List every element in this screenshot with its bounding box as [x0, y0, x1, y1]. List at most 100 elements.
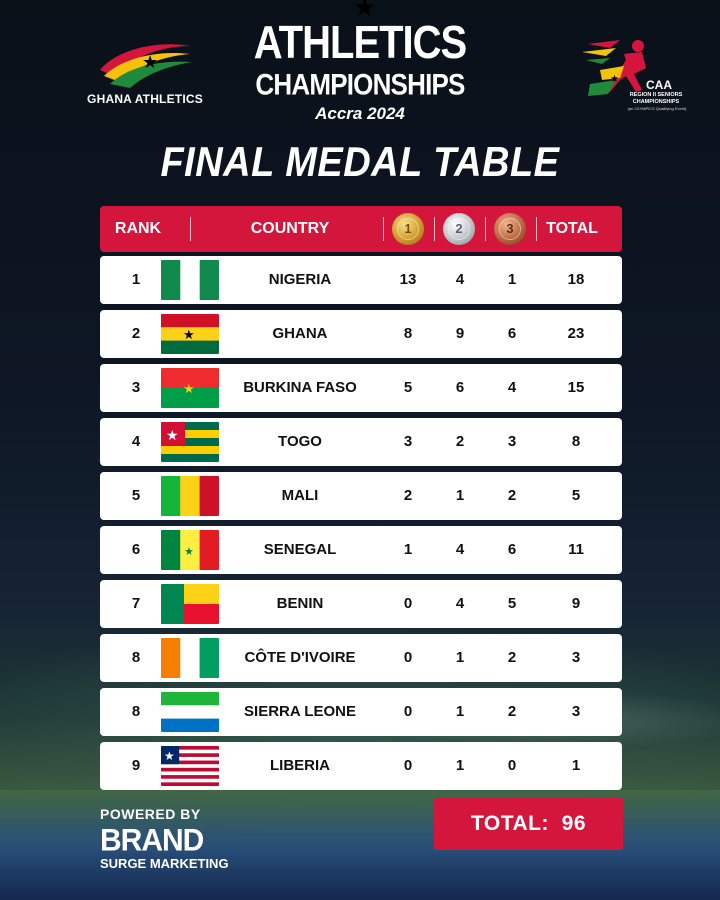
- silver-cell: 1: [455, 757, 465, 774]
- total-cell: 23: [567, 325, 585, 342]
- header-divider: [383, 217, 384, 241]
- gold-cell: 13: [399, 271, 417, 288]
- grand-total-label: TOTAL:: [470, 812, 549, 835]
- svg-text:★: ★: [183, 382, 195, 397]
- silver-cell: 4: [455, 595, 465, 612]
- rank-cell: 7: [131, 595, 141, 612]
- silver-cell: 1: [455, 649, 465, 666]
- header-rank: RANK: [114, 220, 162, 237]
- total-cell: 11: [568, 541, 584, 558]
- table-row: 8 CÔTE D'IVOIRE 0 1 2 3: [100, 634, 622, 682]
- table-row: 5 MALI 2 1 2 5: [100, 472, 622, 520]
- header-country: COUNTRY: [250, 220, 330, 237]
- brand-subtitle: SURGE MARKETING: [100, 856, 229, 871]
- grand-total-value: 96: [561, 812, 587, 835]
- total-cell: 15: [567, 379, 585, 396]
- table-row: 3 ★ BURKINA FASO 5 6 4 15: [100, 364, 622, 412]
- svg-text:★: ★: [166, 428, 179, 444]
- table-row: 2 ★ GHANA 8 9 6 23: [100, 310, 622, 358]
- grand-total-box: TOTAL: 96: [434, 798, 623, 850]
- rank-cell: 8: [131, 703, 141, 720]
- bronze-cell: 2: [507, 703, 517, 720]
- caa-logo: ★ CAA REGION II SENIORS CHAMPIONSHIPS (a…: [580, 34, 690, 114]
- total-cell: 8: [571, 433, 581, 450]
- gold-cell: 3: [403, 433, 413, 450]
- caa-line3: (an OLYMPICS Qualifying Event): [627, 106, 687, 111]
- header-divider: [536, 217, 537, 241]
- sierra-leone-flag-icon: [161, 692, 219, 732]
- brand-logo-text: BRAND: [100, 823, 204, 858]
- table-row: 9 ★ LIBERIA 0 1 0 1: [100, 742, 622, 790]
- bronze-cell: 4: [507, 379, 517, 396]
- total-cell: 1: [571, 757, 581, 774]
- bronze-cell: 0: [507, 757, 517, 774]
- country-cell: MALI: [281, 487, 319, 504]
- table-row: 8 SIERRA LEONE 0 1 2 3: [100, 688, 622, 736]
- svg-text:★: ★: [610, 74, 619, 85]
- ghana-flag-icon: ★: [161, 314, 219, 354]
- rank-cell: 8: [131, 649, 141, 666]
- country-cell: TOGO: [278, 433, 322, 450]
- total-cell: 5: [571, 487, 581, 504]
- table-row: 1 NIGERIA 13 4 1 18: [100, 256, 622, 304]
- cote-divoire-flag-icon: [161, 638, 219, 678]
- gold-cell: 0: [403, 649, 413, 666]
- liberia-flag-icon: ★: [161, 746, 219, 786]
- gold-cell: 2: [403, 487, 413, 504]
- runner-icon: ★: [582, 40, 646, 96]
- country-cell: CÔTE D'IVOIRE: [244, 649, 356, 666]
- bronze-cell: 5: [507, 595, 517, 612]
- country-cell: BENIN: [276, 595, 324, 612]
- silver-cell: 6: [455, 379, 465, 396]
- country-cell: NIGERIA: [268, 271, 332, 288]
- svg-text:★: ★: [184, 545, 194, 558]
- benin-flag-icon: [161, 584, 219, 624]
- total-cell: 3: [571, 649, 581, 666]
- title-line3: Accra 2024: [315, 104, 405, 123]
- senegal-flag-icon: ★: [161, 530, 219, 570]
- table-header: RANK COUNTRY 1 2 3 TOTAL: [100, 206, 622, 252]
- gold-cell: 5: [403, 379, 413, 396]
- silver-cell: 9: [455, 325, 465, 342]
- gold-cell: 8: [403, 325, 413, 342]
- rank-cell: 6: [131, 541, 141, 558]
- title-line1: ATHLETICS: [253, 17, 467, 69]
- svg-text:★: ★: [142, 52, 158, 73]
- country-cell: LIBERIA: [270, 757, 330, 774]
- gold-cell: 0: [403, 757, 413, 774]
- silver-cell: 1: [455, 703, 465, 720]
- table-row: 6 ★ SENEGAL 1 4 6 11: [100, 526, 622, 574]
- total-cell: 18: [567, 271, 585, 288]
- header-divider: [485, 217, 486, 241]
- title-line2: CHAMPIONSHIPS: [255, 66, 465, 102]
- total-cell: 3: [571, 703, 581, 720]
- country-cell: BURKINA FASO: [243, 379, 357, 396]
- bronze-cell: 6: [507, 325, 517, 342]
- country-cell: SENEGAL: [263, 541, 337, 558]
- burkina-faso-flag-icon: ★: [161, 368, 219, 408]
- page-subtitle: FINAL MEDAL TABLE: [160, 139, 560, 187]
- bronze-cell: 2: [507, 487, 517, 504]
- svg-text:★: ★: [164, 749, 175, 763]
- rank-cell: 4: [131, 433, 141, 450]
- powered-by-label: POWERED BY: [100, 806, 201, 822]
- rank-cell: 2: [131, 325, 141, 342]
- bronze-cell: 3: [507, 433, 517, 450]
- bronze-cell: 6: [507, 541, 517, 558]
- black-star-icon: ★: [353, 0, 377, 22]
- header-divider: [434, 217, 435, 241]
- caa-line2: CHAMPIONSHIPS: [632, 98, 680, 105]
- mali-flag-icon: [161, 476, 219, 516]
- rank-cell: 1: [131, 271, 141, 288]
- total-cell: 9: [571, 595, 581, 612]
- silver-cell: 2: [455, 433, 465, 450]
- gold-medal-icon: 1: [392, 213, 424, 245]
- bronze-cell: 1: [507, 271, 517, 288]
- rank-cell: 5: [131, 487, 141, 504]
- rank-cell: 3: [131, 379, 141, 396]
- caa-abbr: CAA: [646, 78, 672, 92]
- country-cell: SIERRA LEONE: [244, 703, 356, 720]
- silver-cell: 1: [455, 487, 465, 504]
- ghana-athletics-emblem-icon: ★: [100, 44, 192, 88]
- table-row: 7 BENIN 0 4 5 9: [100, 580, 622, 628]
